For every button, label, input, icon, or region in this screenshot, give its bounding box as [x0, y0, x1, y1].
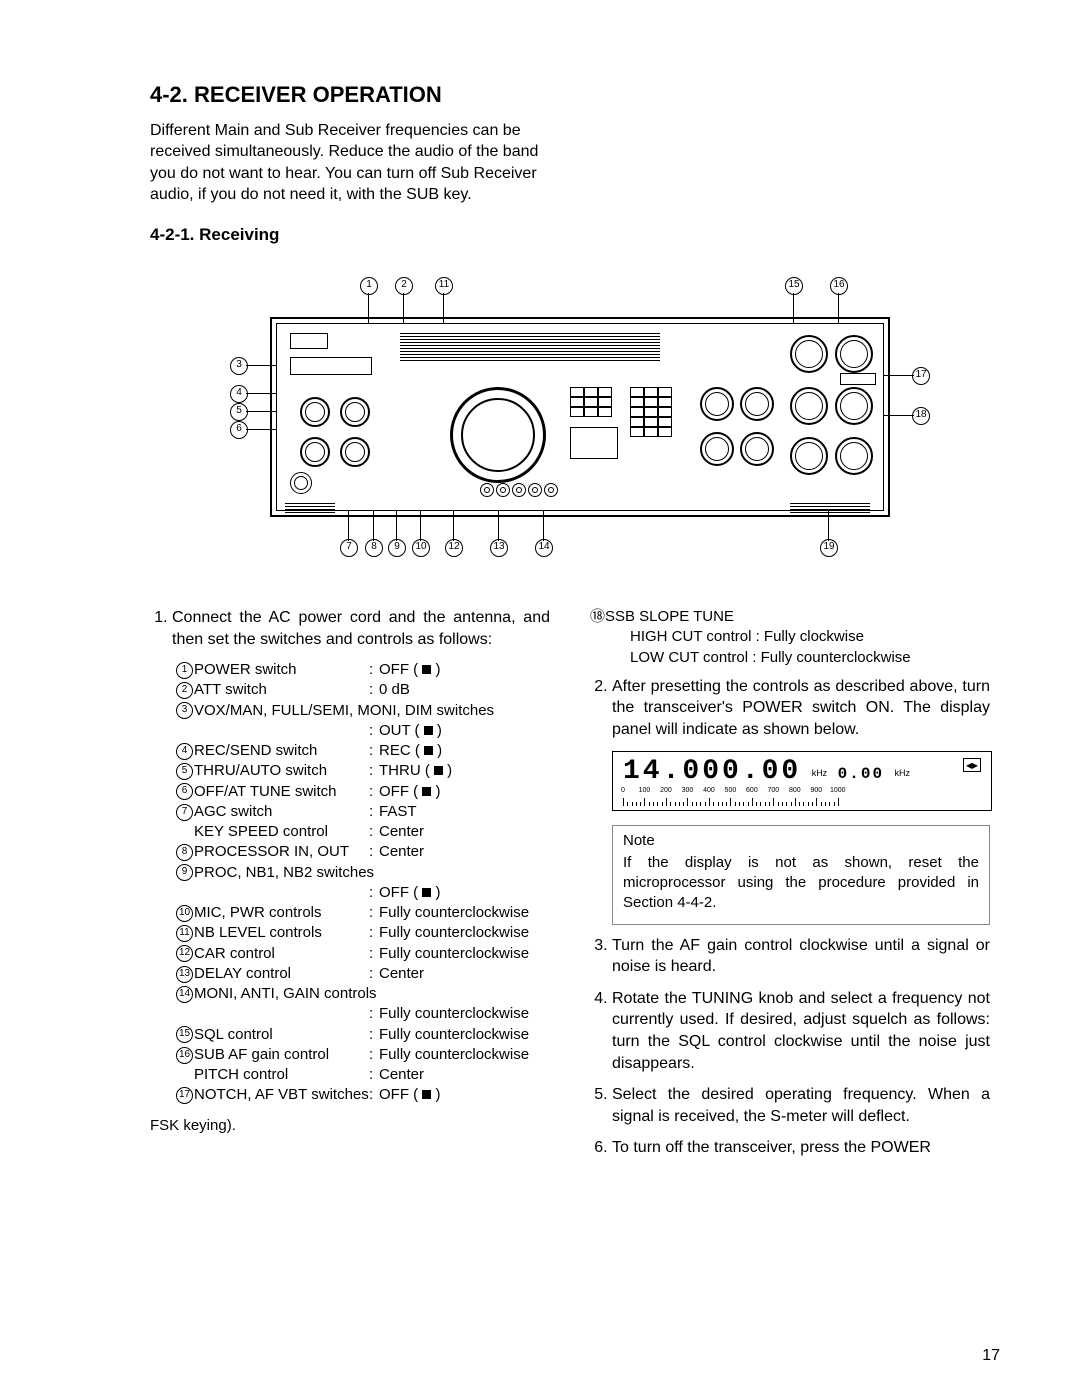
setting-row: 2ATT switch:0 dB: [176, 680, 550, 700]
display-panel: ◂▸ 14.000.00 kHz 0.00 kHz 01002003004005…: [612, 751, 992, 811]
sub-frequency: 0.00: [838, 765, 884, 783]
note-box: Note If the display is not as shown, res…: [612, 825, 990, 925]
setting-row: 17NOTCH, AF VBT switches:OFF ( ): [176, 1085, 550, 1105]
settings-list: 1POWER switch:OFF ( )2ATT switch:0 dB3VO…: [176, 660, 550, 1106]
callout-9: 9: [388, 539, 406, 557]
callout-6: 6: [230, 421, 248, 439]
callout-4: 4: [230, 385, 248, 403]
setting-row: 4REC/SEND switch:REC ( ): [176, 741, 550, 761]
setting-row: KEY SPEED control:Center: [176, 822, 550, 842]
callout-15: 15: [785, 277, 803, 295]
setting-row: 10MIC, PWR controls:Fully counterclockwi…: [176, 903, 550, 923]
callout-11: 11: [435, 277, 453, 295]
left-column: Connect the AC power cord and the antenn…: [150, 607, 550, 1169]
page-number: 17: [982, 1345, 1000, 1367]
callout-18: 18: [912, 407, 930, 425]
setting-row: 5THRU/AUTO switch:THRU ( ): [176, 761, 550, 781]
arrow-icon: ◂▸: [963, 758, 981, 772]
callout-17: 17: [912, 367, 930, 385]
step-4: Rotate the TUNING knob and select a freq…: [612, 988, 990, 1074]
front-panel-diagram: 1 2 11 15 16 3 4 5 6 17 18 7 8 9 10 12: [230, 277, 930, 557]
main-frequency: 14.000.00: [623, 756, 801, 787]
scale-ticks: 01002003004005006007008009001000: [623, 788, 981, 806]
step-6: To turn off the transceiver, press the P…: [612, 1137, 990, 1159]
step-3: Turn the AF gain control clockwise until…: [612, 935, 990, 978]
step-2: After presetting the controls as describ…: [612, 676, 990, 925]
callout-1: 1: [360, 277, 378, 295]
setting-row: 13DELAY control:Center: [176, 964, 550, 984]
callout-3: 3: [230, 357, 248, 375]
intro-paragraph: Different Main and Sub Receiver frequenc…: [150, 120, 550, 206]
setting-row: 15SQL control:Fully counterclockwise: [176, 1025, 550, 1045]
section-title: 4-2. RECEIVER OPERATION: [150, 80, 1010, 110]
step-5: Select the desired operating frequency. …: [612, 1084, 990, 1127]
setting-row: PITCH control:Center: [176, 1065, 550, 1085]
callout-7: 7: [340, 539, 358, 557]
setting-row: 16SUB AF gain control:Fully counterclock…: [176, 1045, 550, 1065]
callout-16: 16: [830, 277, 848, 295]
right-column: ⑱SSB SLOPE TUNE HIGH CUT control : Fully…: [590, 607, 990, 1169]
callout-2: 2: [395, 277, 413, 295]
setting-row: 7AGC switch:FAST: [176, 802, 550, 822]
callout-8: 8: [365, 539, 383, 557]
callout-13: 13: [490, 539, 508, 557]
setting-row: 8PROCESSOR IN, OUT:Center: [176, 842, 550, 862]
setting-row: 11NB LEVEL controls:Fully counterclockwi…: [176, 923, 550, 943]
fsk-fragment: FSK keying).: [150, 1116, 550, 1136]
callout-5: 5: [230, 403, 248, 421]
manual-page: 4-2. RECEIVER OPERATION Different Main a…: [0, 0, 1080, 1397]
callout-12: 12: [445, 539, 463, 557]
setting-row: 1POWER switch:OFF ( ): [176, 660, 550, 680]
ssb-slope-tune: ⑱SSB SLOPE TUNE HIGH CUT control : Fully…: [590, 607, 990, 668]
setting-row: 12CAR control:Fully counterclockwise: [176, 944, 550, 964]
subsection-title: 4-2-1. Receiving: [150, 224, 1010, 247]
setting-row: 6OFF/AT TUNE switch:OFF ( ): [176, 782, 550, 802]
step-1: Connect the AC power cord and the antenn…: [172, 607, 550, 1106]
callout-10: 10: [412, 539, 430, 557]
callout-14: 14: [535, 539, 553, 557]
callout-19: 19: [820, 539, 838, 557]
